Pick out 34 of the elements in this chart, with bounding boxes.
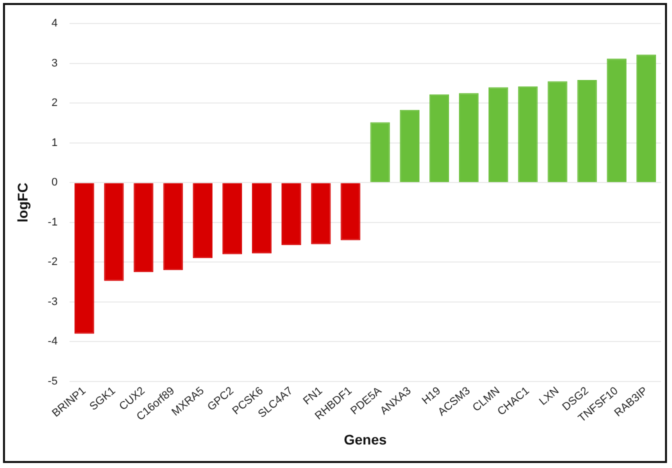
bar: [134, 183, 154, 272]
bar: [340, 183, 360, 240]
y-tick-label: -1: [48, 216, 58, 228]
y-tick-label: -3: [48, 296, 58, 308]
y-tick-label: 0: [51, 176, 58, 189]
bar: [429, 94, 450, 182]
bar: [488, 87, 508, 182]
bar: [282, 183, 302, 246]
y-tick-label: 1: [51, 136, 58, 149]
bar: [192, 183, 212, 258]
y-tick-label: -5: [48, 375, 58, 388]
y-tick-label: -2: [48, 256, 58, 268]
x-axis-title: Genes: [344, 431, 387, 448]
bar: [222, 183, 242, 254]
x-tick-label: LXN: [537, 384, 562, 408]
bar: [548, 81, 568, 182]
bar: [518, 86, 538, 182]
bar: [104, 183, 124, 281]
bar: [252, 183, 272, 254]
y-tick-label: 2: [51, 97, 58, 110]
y-tick-label: -4: [48, 336, 58, 348]
y-tick-label: 4: [51, 18, 58, 30]
y-axis-title: logFC: [14, 182, 30, 222]
bar: [400, 110, 420, 182]
bar: [163, 183, 183, 270]
bar: [458, 93, 479, 182]
y-tick-label: 3: [51, 57, 58, 70]
x-tick-label: H19: [420, 384, 444, 408]
bar: [370, 122, 390, 182]
bar: [606, 58, 626, 182]
bar: [636, 54, 656, 182]
bar: [577, 80, 597, 182]
bar: [74, 183, 94, 334]
bar: [311, 183, 331, 244]
